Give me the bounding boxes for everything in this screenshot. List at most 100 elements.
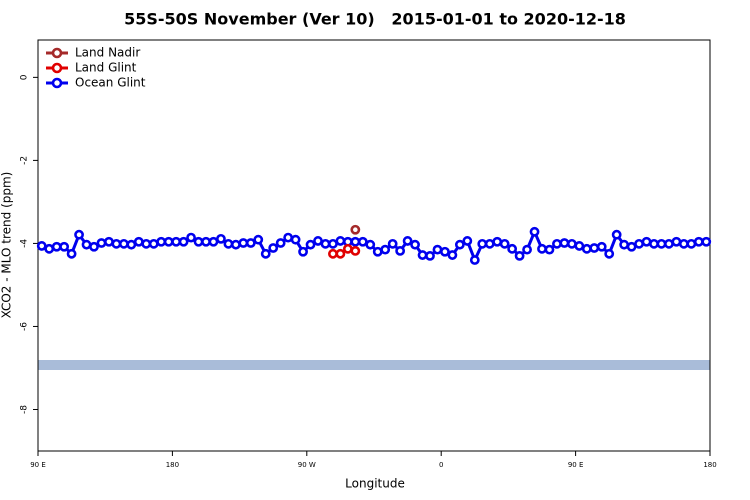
data-point bbox=[492, 236, 503, 247]
data-point bbox=[238, 238, 249, 248]
y-axis-label: XCO2 - MLO trend (ppm) bbox=[0, 172, 14, 319]
data-point bbox=[350, 245, 361, 256]
data-point bbox=[36, 241, 47, 251]
data-point bbox=[89, 241, 99, 252]
data-point bbox=[574, 241, 585, 251]
data-point bbox=[335, 248, 346, 259]
x-tick-label: 90 E bbox=[568, 461, 584, 469]
x-tick-label: 90 E bbox=[30, 461, 46, 469]
data-point bbox=[596, 241, 607, 252]
data-point bbox=[118, 238, 129, 249]
data-point bbox=[619, 239, 630, 250]
data-point bbox=[462, 236, 473, 246]
x-tick-label: 180 bbox=[166, 461, 179, 469]
data-point bbox=[283, 232, 294, 243]
data-point bbox=[275, 238, 286, 248]
data-point bbox=[51, 241, 62, 252]
data-point bbox=[566, 238, 577, 249]
data-point bbox=[522, 244, 532, 255]
data-point bbox=[357, 236, 368, 247]
data-point bbox=[74, 229, 84, 240]
data-point bbox=[350, 236, 361, 247]
data-point bbox=[342, 243, 353, 254]
data-point bbox=[589, 243, 600, 253]
data-point bbox=[469, 255, 480, 265]
data-point bbox=[193, 236, 204, 247]
data-point bbox=[223, 238, 234, 249]
data-point bbox=[499, 238, 510, 249]
data-point bbox=[537, 243, 547, 254]
data-point bbox=[111, 238, 122, 249]
data-point bbox=[313, 236, 323, 246]
data-point bbox=[186, 232, 196, 243]
chart-title: 55S-50S November (Ver 10) 2015-01-01 to … bbox=[124, 10, 626, 29]
data-point bbox=[201, 236, 211, 247]
data-point bbox=[604, 248, 615, 259]
data-point bbox=[104, 236, 114, 247]
legend-label: Land Glint bbox=[75, 61, 137, 75]
data-point bbox=[701, 236, 712, 247]
data-point bbox=[59, 241, 70, 252]
data-point bbox=[529, 226, 540, 237]
y-tick-label: -8 bbox=[20, 405, 30, 414]
x-tick-label: 0 bbox=[439, 461, 443, 469]
data-point bbox=[178, 236, 189, 247]
data-point bbox=[559, 238, 570, 248]
y-tick-label: -2 bbox=[20, 156, 30, 165]
data-point bbox=[626, 241, 637, 252]
data-point bbox=[335, 236, 346, 246]
legend-marker bbox=[51, 62, 63, 74]
data-point bbox=[395, 245, 406, 256]
data-point bbox=[611, 229, 622, 240]
legend-label: Land Nadir bbox=[75, 46, 140, 60]
data-point bbox=[126, 239, 137, 250]
data-point bbox=[305, 239, 316, 250]
data-point bbox=[260, 248, 271, 259]
y-tick-label: 0 bbox=[20, 74, 30, 80]
data-point bbox=[514, 250, 525, 261]
data-point bbox=[133, 236, 144, 247]
data-point bbox=[81, 239, 92, 250]
data-point bbox=[320, 238, 331, 249]
data-point bbox=[372, 246, 383, 257]
data-point bbox=[693, 236, 704, 247]
data-point bbox=[440, 246, 450, 257]
data-point bbox=[230, 239, 241, 250]
data-point bbox=[581, 243, 592, 254]
data-point bbox=[410, 239, 420, 250]
x-tick-label: 180 bbox=[703, 461, 716, 469]
data-point bbox=[402, 236, 413, 246]
data-point bbox=[171, 236, 182, 247]
legend-marker bbox=[51, 47, 63, 59]
data-point bbox=[686, 238, 697, 249]
data-point bbox=[641, 236, 652, 247]
y-tick-label: -4 bbox=[20, 239, 30, 248]
data-point bbox=[365, 239, 376, 250]
legend-marker bbox=[51, 77, 63, 89]
data-point bbox=[156, 236, 167, 247]
data-point bbox=[678, 238, 689, 249]
data-point bbox=[66, 248, 77, 259]
data-point bbox=[634, 238, 644, 249]
x-axis-label: Longitude bbox=[345, 477, 405, 491]
data-point bbox=[507, 243, 518, 254]
data-point bbox=[163, 236, 174, 247]
data-point bbox=[380, 244, 391, 255]
y-tick-label: -6 bbox=[20, 322, 30, 331]
data-point bbox=[44, 243, 55, 254]
legend-label: Ocean Glint bbox=[75, 76, 146, 90]
data-point bbox=[141, 238, 152, 249]
x-tick-label: 90 W bbox=[298, 461, 316, 469]
data-point bbox=[664, 238, 674, 249]
data-point bbox=[216, 233, 226, 244]
data-point bbox=[387, 238, 398, 249]
data-point bbox=[447, 250, 458, 260]
data-point bbox=[96, 238, 107, 248]
data-point bbox=[417, 250, 428, 260]
data-point bbox=[454, 239, 465, 250]
data-point bbox=[484, 238, 495, 249]
data-point bbox=[290, 234, 301, 245]
data-point bbox=[268, 243, 279, 253]
data-point bbox=[208, 236, 219, 247]
